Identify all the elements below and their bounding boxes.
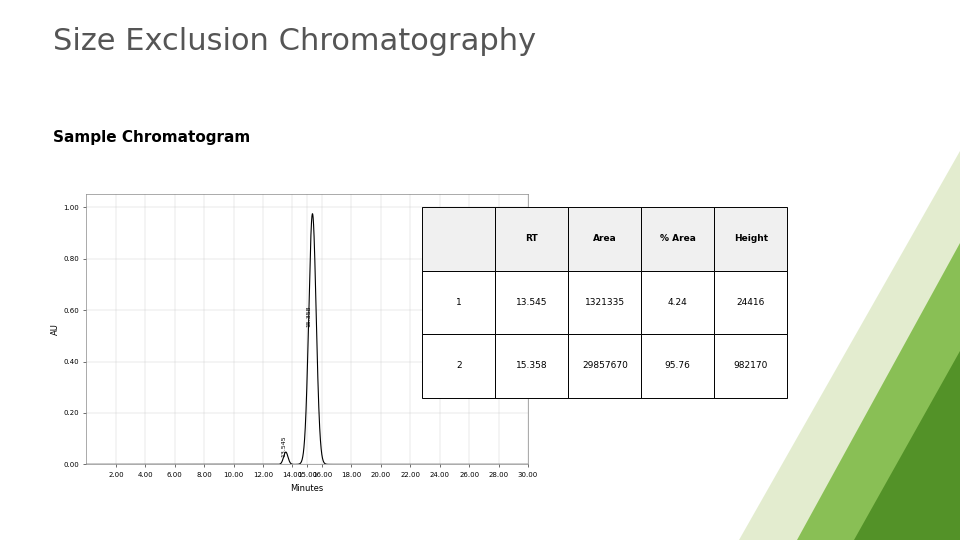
Y-axis label: AU: AU [51,323,60,335]
X-axis label: Minutes: Minutes [291,484,324,492]
Text: 13.545: 13.545 [281,435,286,457]
Text: Size Exclusion Chromatography: Size Exclusion Chromatography [53,27,536,56]
Text: Sample Chromatogram: Sample Chromatogram [53,130,250,145]
Text: 15.358: 15.358 [307,305,312,327]
